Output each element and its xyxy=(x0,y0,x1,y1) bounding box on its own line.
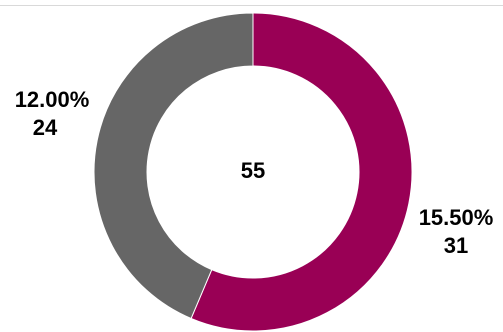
slice-label-percent-0: 15.50% xyxy=(419,205,494,230)
slice-label-percent-1: 12.00% xyxy=(15,87,90,112)
donut-slice-0 xyxy=(190,12,413,332)
donut-slice-1 xyxy=(93,12,254,320)
center-total-label: 55 xyxy=(241,158,265,183)
top-divider xyxy=(0,5,503,6)
slice-label-count-1: 24 xyxy=(33,115,58,140)
slices-group xyxy=(93,12,413,332)
slice-label-count-0: 31 xyxy=(444,233,468,258)
